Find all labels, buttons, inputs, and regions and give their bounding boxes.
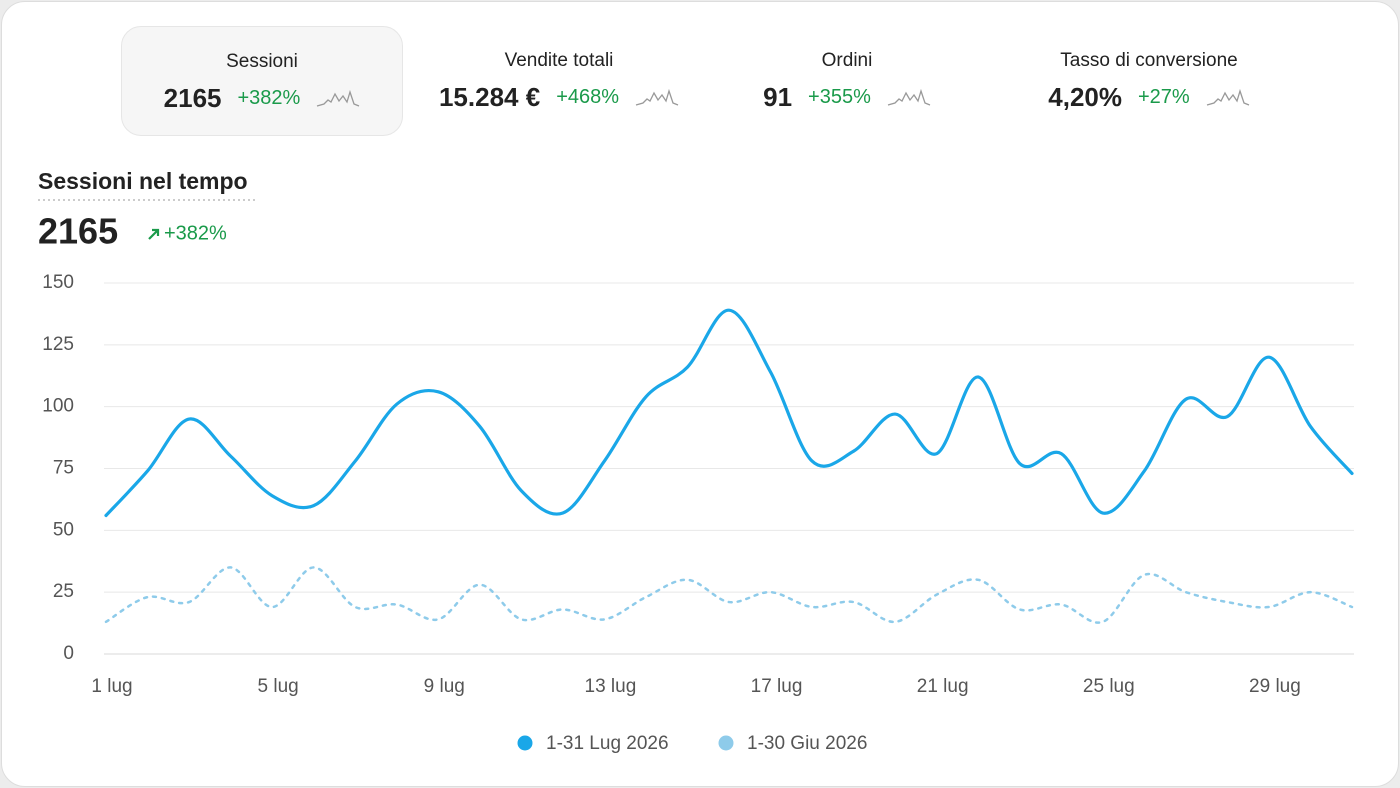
x-tick-label: 13 lug — [585, 676, 637, 697]
legend-swatch — [517, 735, 533, 751]
sparkline-icon — [887, 88, 931, 106]
metric-card[interactable]: Sessioni 2165 +382% — [121, 26, 403, 136]
y-tick-label: 150 — [42, 272, 74, 293]
metric-title: Sessioni — [226, 51, 298, 72]
legend-swatch — [718, 735, 734, 751]
metric-row: 15.284 € +468% — [418, 82, 700, 113]
metric-value: 2165 — [163, 83, 222, 113]
chart-change: +382% — [164, 222, 227, 244]
legend-label: 1-30 Giu 2026 — [747, 733, 867, 754]
x-tick-label: 17 lug — [751, 676, 803, 697]
sparkline-icon — [635, 88, 679, 106]
metric-change: +468% — [556, 86, 620, 108]
metric-change: +27% — [1138, 86, 1190, 108]
x-tick-label: 25 lug — [1083, 676, 1135, 697]
sparkline-icon — [317, 89, 360, 107]
x-tick-label: 5 lug — [258, 676, 299, 697]
metric-row: 2165 +382% — [122, 83, 402, 114]
metric-title: Vendite totali — [504, 50, 614, 71]
up-arrow — [148, 228, 160, 240]
y-tick-label: 50 — [53, 519, 74, 540]
x-tick-label: 1 lug — [91, 676, 132, 697]
y-tick-label: 25 — [53, 581, 74, 602]
series-line — [104, 308, 1354, 518]
y-tick-label: 125 — [42, 334, 74, 355]
metric-title: Tasso di conversione — [1060, 50, 1238, 71]
metric-card[interactable]: Tasso di conversione 4,20% +27% — [1008, 26, 1290, 136]
y-tick-label: 100 — [42, 396, 74, 417]
y-tick-label: 75 — [53, 458, 74, 479]
metric-value: 91 — [763, 82, 793, 112]
metric-card[interactable]: Vendite totali 15.284 € +468% — [418, 26, 700, 136]
chart-total: 2165 — [38, 211, 118, 252]
chart-title: Sessioni nel tempo — [38, 168, 248, 194]
metric-card[interactable]: Ordini 91 +355% — [706, 26, 988, 136]
metric-value: 4,20% — [1048, 82, 1122, 112]
x-tick-label: 29 lug — [1249, 676, 1301, 697]
metric-value: 15.284 € — [438, 82, 541, 112]
metric-row: 91 +355% — [706, 82, 988, 113]
metric-row: 4,20% +27% — [1008, 82, 1290, 113]
metric-change: +355% — [808, 86, 871, 108]
x-tick-label: 9 lug — [424, 676, 465, 697]
x-tick-label: 21 lug — [917, 676, 969, 697]
sparkline-icon — [1206, 88, 1249, 106]
metric-change: +382% — [237, 87, 301, 109]
series-line — [104, 566, 1354, 624]
metric-title: Ordini — [821, 50, 873, 71]
y-tick-label: 0 — [63, 643, 74, 664]
legend-label: 1-31 Lug 2026 — [546, 733, 669, 754]
